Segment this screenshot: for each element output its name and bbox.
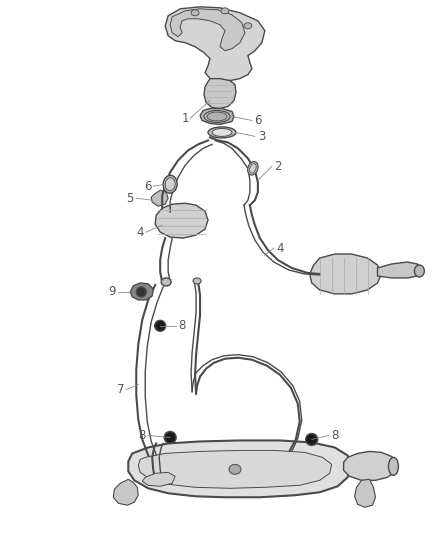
Ellipse shape (221, 8, 229, 14)
Text: 6: 6 (145, 180, 152, 193)
Ellipse shape (250, 164, 256, 173)
Polygon shape (310, 254, 381, 294)
Polygon shape (343, 451, 397, 480)
Ellipse shape (306, 433, 318, 446)
Ellipse shape (207, 112, 227, 121)
Ellipse shape (208, 127, 236, 138)
Text: 8: 8 (138, 429, 146, 442)
Text: 5: 5 (127, 192, 134, 205)
Text: 8: 8 (178, 319, 186, 332)
Text: 7: 7 (117, 383, 124, 396)
Polygon shape (204, 78, 236, 109)
Text: 3: 3 (258, 130, 265, 143)
Polygon shape (200, 109, 234, 124)
Polygon shape (170, 9, 245, 51)
Polygon shape (378, 262, 421, 278)
Ellipse shape (247, 161, 258, 175)
Ellipse shape (165, 178, 175, 191)
Ellipse shape (136, 287, 146, 297)
Text: 8: 8 (331, 429, 338, 442)
Text: 1: 1 (181, 112, 189, 125)
Ellipse shape (204, 110, 230, 123)
Polygon shape (355, 479, 375, 507)
Ellipse shape (155, 320, 166, 332)
Ellipse shape (191, 10, 199, 16)
Polygon shape (155, 203, 208, 238)
Ellipse shape (389, 457, 399, 475)
Ellipse shape (163, 175, 177, 193)
Polygon shape (128, 440, 352, 497)
Ellipse shape (164, 432, 176, 443)
Text: 2: 2 (274, 160, 282, 173)
Text: 9: 9 (109, 285, 116, 298)
Polygon shape (113, 479, 138, 505)
Text: 4: 4 (276, 241, 283, 255)
Polygon shape (151, 190, 168, 206)
Ellipse shape (244, 23, 252, 29)
Ellipse shape (193, 278, 201, 284)
Text: 4: 4 (137, 225, 144, 239)
Ellipse shape (161, 278, 171, 286)
Ellipse shape (414, 265, 424, 277)
Polygon shape (138, 450, 332, 488)
Polygon shape (142, 472, 175, 486)
Polygon shape (165, 7, 265, 80)
Text: 6: 6 (254, 114, 261, 127)
Ellipse shape (212, 128, 232, 136)
Polygon shape (130, 283, 153, 300)
Ellipse shape (229, 464, 241, 474)
